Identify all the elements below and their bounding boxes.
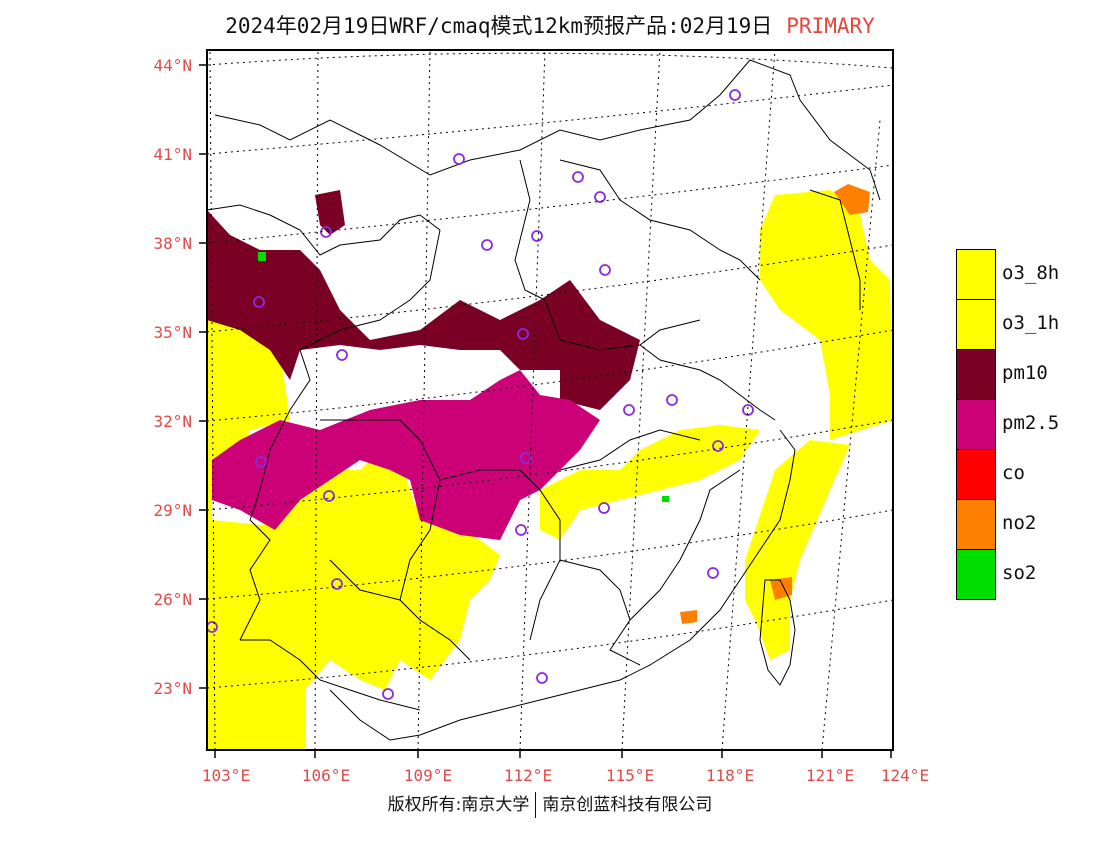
graticule (207, 50, 893, 750)
title-text: 2024年02月19日WRF/cmaq模式12km预报产品:02月19日 (225, 14, 773, 38)
lat-axis (199, 64, 207, 689)
so2-patch-2 (662, 496, 669, 502)
lon-label-106: 106°E (302, 766, 350, 785)
lon-label-109: 109°E (404, 766, 452, 785)
lon-label-112: 112°E (504, 766, 552, 785)
copyright-right: 南京创蓝科技有限公司 (542, 795, 713, 815)
legend-label: pm10 (1002, 362, 1048, 384)
lat-label-32: 32°N (153, 412, 192, 431)
lat-label-35: 35°N (153, 323, 192, 342)
pm25-region-central (212, 370, 600, 540)
lon-label-118: 118°E (706, 766, 754, 785)
o3-region-southwest (207, 300, 500, 750)
so2-patch-1 (258, 252, 266, 261)
lat-label-44: 44°N (153, 56, 192, 75)
legend-swatch (956, 499, 996, 550)
lat-label-26: 26°N (153, 590, 192, 609)
lon-axis (214, 750, 892, 758)
lat-label-41: 41°N (153, 145, 192, 164)
lon-label-115: 115°E (606, 766, 654, 785)
legend-label: so2 (1002, 562, 1037, 584)
map-content (207, 50, 893, 750)
lat-label-38: 38°N (153, 234, 192, 253)
no2-patch-northeast (834, 184, 870, 215)
no2-patch-southeast (770, 577, 792, 600)
legend-swatch (956, 299, 996, 350)
lat-label-29: 29°N (153, 501, 192, 520)
o3-region-south-central (540, 425, 760, 540)
map-frame (206, 49, 894, 751)
legend-swatch (956, 399, 996, 450)
lon-label-121: 121°E (806, 766, 854, 785)
copyright-footer: 版权所有:南京大学 南京创蓝科技有限公司 (0, 790, 1100, 818)
footer-separator (535, 792, 537, 818)
legend-swatch (956, 449, 996, 500)
pm10-region-north (207, 210, 640, 410)
legend-swatch (956, 249, 996, 300)
copyright-left: 版权所有:南京大学 (387, 795, 530, 815)
legend-swatch (956, 349, 996, 400)
legend-label: o3_1h (1002, 312, 1060, 334)
map-title: 2024年02月19日WRF/cmaq模式12km预报产品:02月19日 PRIM… (0, 10, 1100, 40)
lon-label-124: 124°E (881, 766, 929, 785)
title-primary: PRIMARY (786, 14, 875, 38)
legend-label: no2 (1002, 512, 1037, 534)
legend-swatch (956, 549, 996, 600)
province-boundaries (207, 59, 881, 741)
o3-region-east-sea (760, 190, 893, 440)
legend-label: pm2.5 (1002, 412, 1060, 434)
pm10-region-north-2 (315, 190, 345, 235)
legend-label: o3_8h (1002, 262, 1060, 284)
lat-label-23: 23°N (153, 679, 192, 698)
o3-region-taiwan-strait (745, 440, 850, 660)
no2-patch-fujian (680, 610, 697, 624)
legend-label: co (1002, 462, 1025, 484)
lon-label-103: 103°E (202, 766, 250, 785)
